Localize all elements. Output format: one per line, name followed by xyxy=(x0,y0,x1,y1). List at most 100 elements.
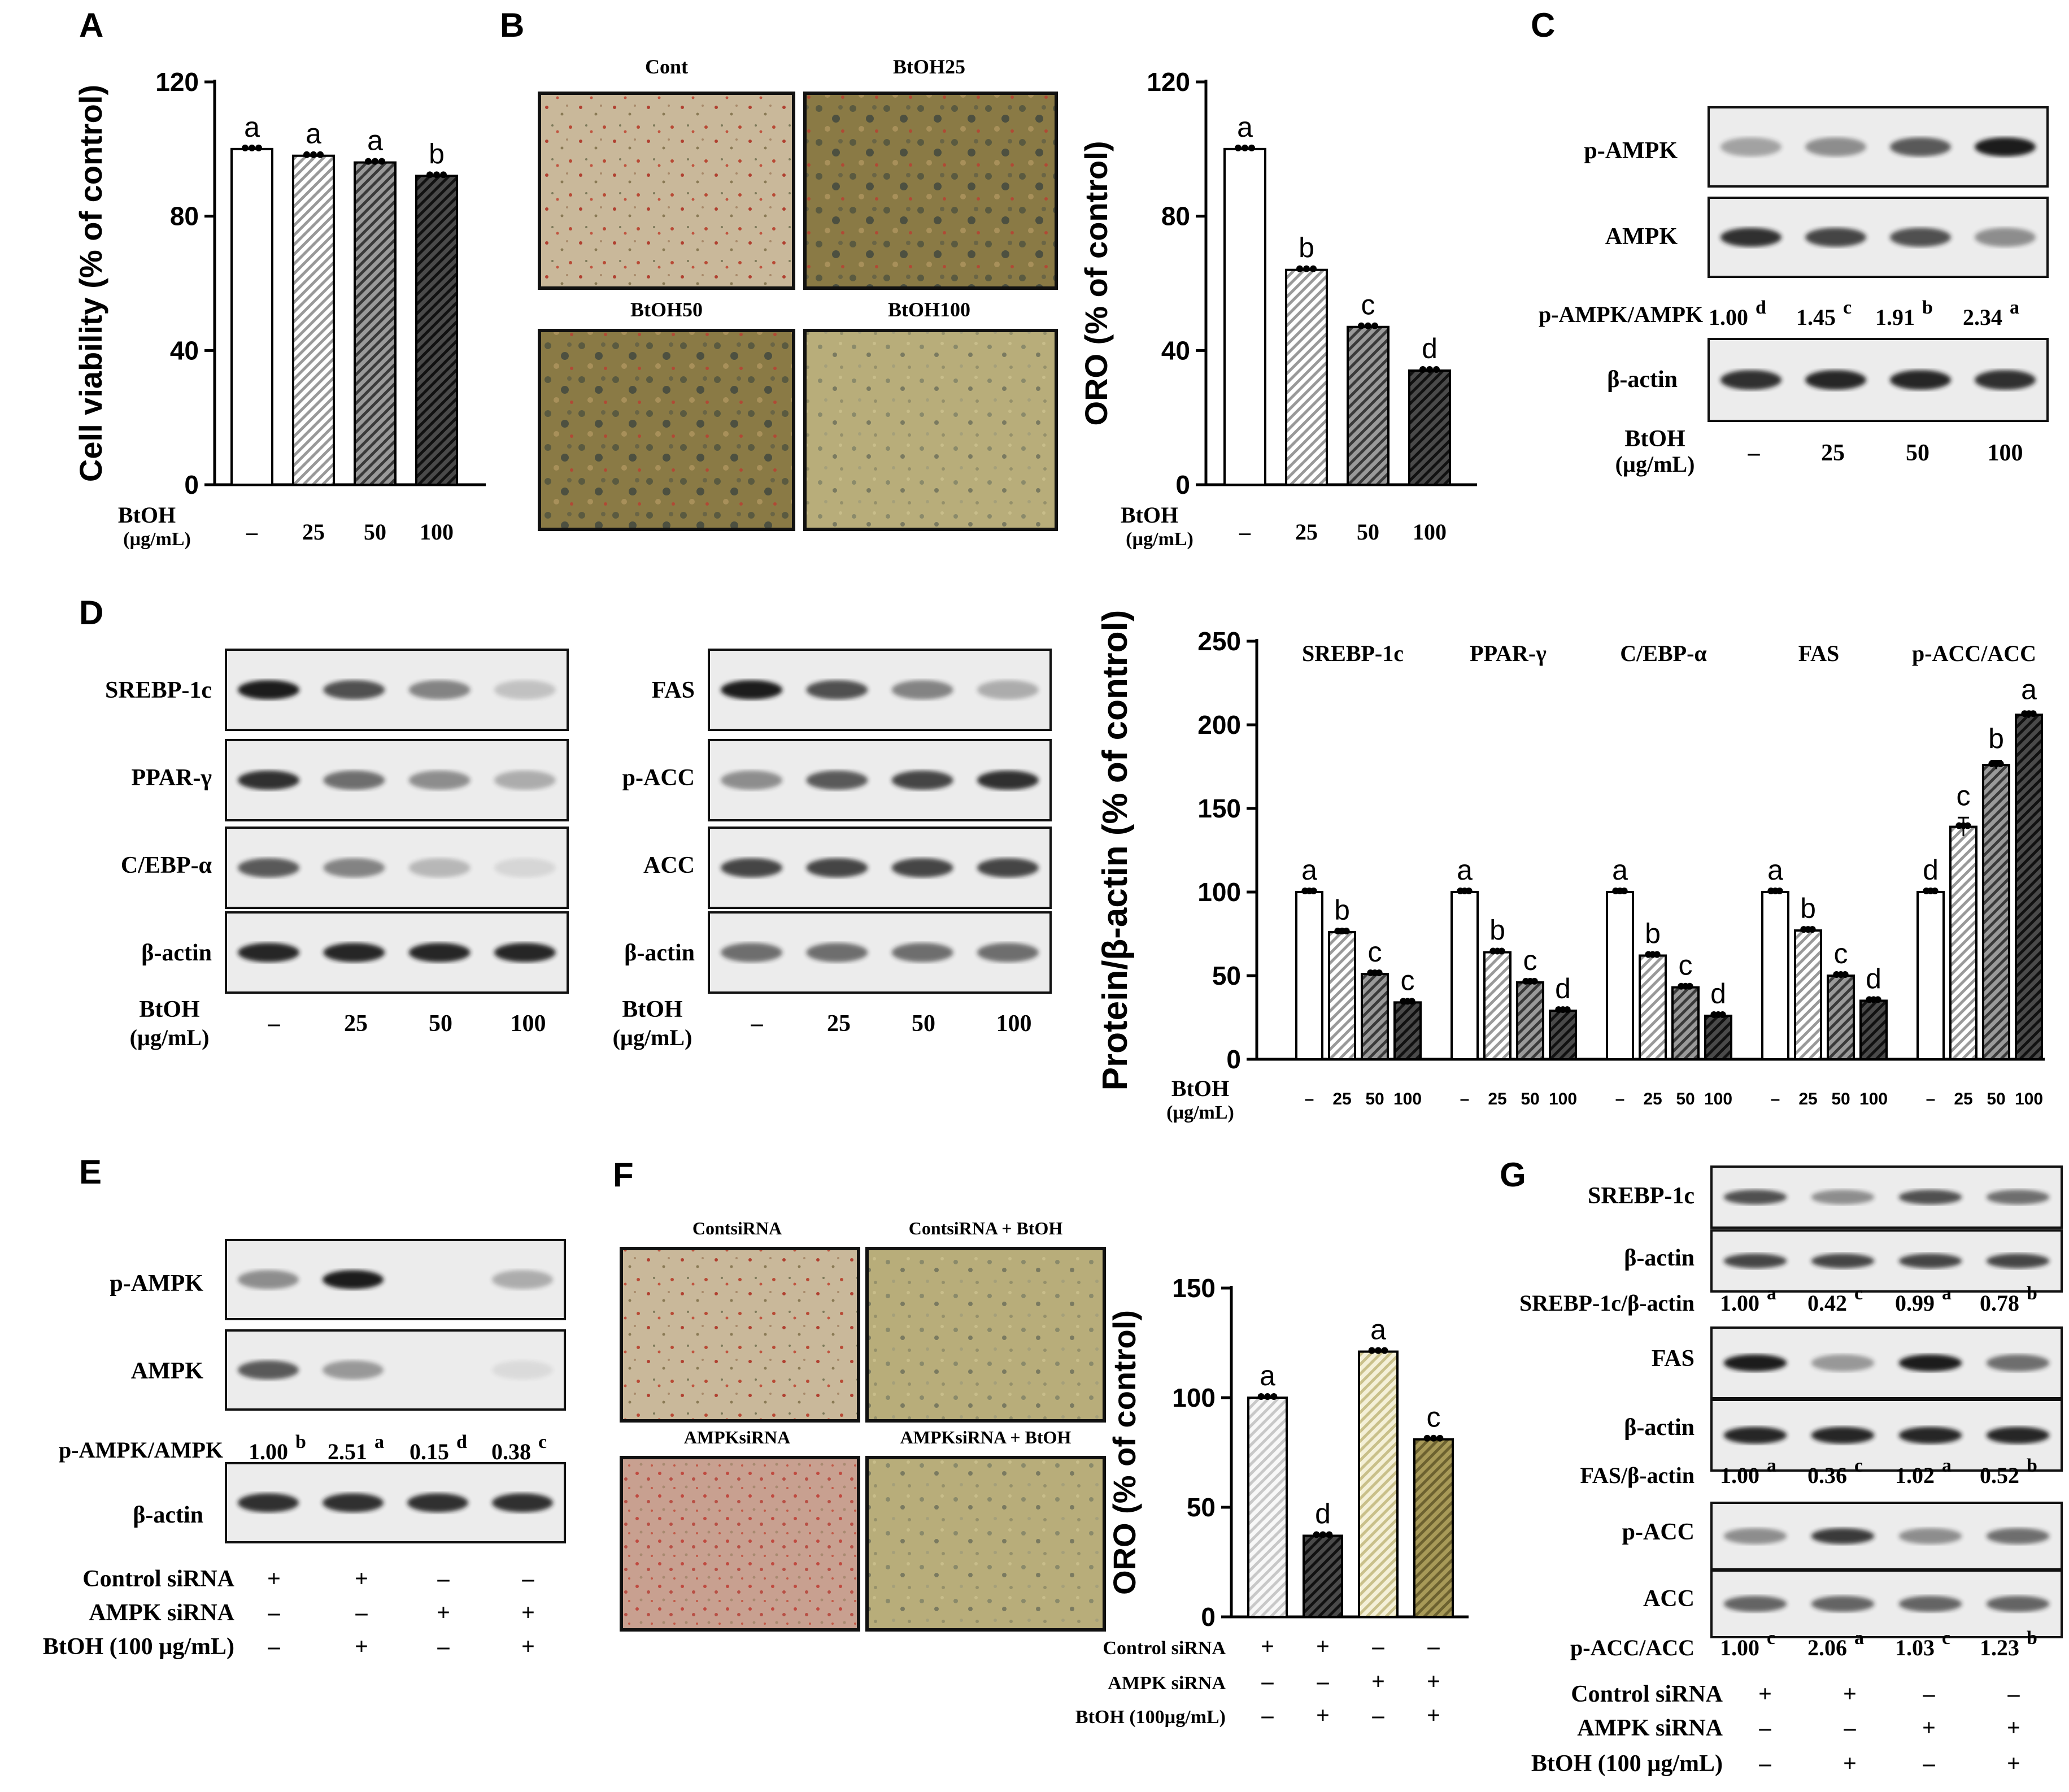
micrograph-image xyxy=(620,1247,860,1423)
series-label: SREBP-1c xyxy=(1302,641,1404,666)
data-point xyxy=(426,171,433,179)
condition-sign: + xyxy=(1371,1669,1385,1695)
x-tick-label: 25 xyxy=(302,519,325,545)
blot-band xyxy=(323,1493,384,1512)
blot-band xyxy=(1890,137,1951,156)
ratio-value: 0.42 xyxy=(1807,1290,1847,1316)
blot-band xyxy=(806,858,868,878)
blot-band xyxy=(1890,370,1951,390)
significance-letter: b xyxy=(429,138,445,169)
micrograph-label: Cont xyxy=(645,55,688,78)
y-axis-title: ORO (% of control) xyxy=(1078,141,1114,426)
data-point xyxy=(1264,1393,1271,1400)
data-point xyxy=(1408,998,1415,1005)
condition-label: Control siRNA xyxy=(82,1566,234,1592)
blot-band xyxy=(1890,228,1951,247)
condition-sign: + xyxy=(267,1566,281,1592)
data-point xyxy=(1997,760,2004,768)
significance-letter: d xyxy=(1422,333,1438,364)
data-point xyxy=(378,158,385,165)
bar xyxy=(1413,1438,1454,1618)
data-point xyxy=(1436,1434,1444,1442)
condition-label: BtOH (100 µg/mL) xyxy=(1531,1751,1723,1777)
x-axis-unit: (µg/mL) xyxy=(1166,1102,1234,1123)
x-axis-unit: (µg/mL) xyxy=(613,1025,692,1050)
condition-sign: – xyxy=(1372,1703,1385,1729)
bar xyxy=(1347,325,1390,486)
data-point xyxy=(1423,1434,1431,1442)
condition-sign: – xyxy=(1372,1634,1385,1660)
data-point xyxy=(1343,928,1350,935)
chart-F: 0 50 100 150 ORO (% of control) a d a c xyxy=(1107,1273,1469,1632)
significance-letter: a xyxy=(1260,1360,1275,1391)
panel-label-B: B xyxy=(500,6,524,44)
blot-band xyxy=(891,858,953,878)
y-tick-label: 150 xyxy=(1197,794,1241,823)
blot-beta-actin xyxy=(1708,338,2049,422)
condition-sign: + xyxy=(1758,1681,1772,1707)
data-point xyxy=(1419,366,1426,373)
data-point xyxy=(1303,265,1310,272)
x-axis-title: BtOH xyxy=(1121,502,1178,528)
blot-band xyxy=(1720,137,1781,156)
dose-label: – xyxy=(268,1011,281,1037)
x-tick-label: 100 xyxy=(1704,1090,1732,1108)
condition-sign: – xyxy=(1261,1703,1274,1729)
blot-row-label: FAS xyxy=(1652,1346,1695,1372)
data-point xyxy=(1653,951,1661,958)
blot-band xyxy=(238,770,300,790)
data-point xyxy=(1310,265,1317,272)
bar xyxy=(1295,891,1323,1060)
micrograph-label: BtOH25 xyxy=(893,55,965,78)
significance-letter: a xyxy=(367,125,383,156)
significance-letter: a xyxy=(2021,673,2037,705)
dose-label: 25 xyxy=(344,1011,368,1037)
significance-letter: a xyxy=(1301,854,1317,886)
micrograph-label: ContsiRNA + BtOH xyxy=(909,1218,1063,1238)
ratio-superscript: c xyxy=(1843,297,1852,318)
blot-band xyxy=(238,1360,299,1380)
blot-beta-actin xyxy=(225,1462,566,1543)
bar xyxy=(1606,891,1634,1060)
data-point xyxy=(433,171,440,179)
x-tick-label: 25 xyxy=(1643,1090,1662,1108)
blot-band xyxy=(1811,1595,1875,1612)
ratio-value: 1.02 xyxy=(1895,1463,1935,1488)
x-tick-label: – xyxy=(1305,1090,1314,1108)
bar xyxy=(1358,1350,1399,1619)
significance-letter: a xyxy=(1237,111,1253,143)
blot-band xyxy=(1805,370,1866,390)
chart-D: 0 50 100 150 200 250 Protein/β-actin (% of con… xyxy=(1096,610,2045,1108)
x-tick-label: 100 xyxy=(1859,1090,1888,1108)
dose-label: 25 xyxy=(1821,440,1845,466)
y-tick-label: 120 xyxy=(155,67,199,97)
condition-sign: + xyxy=(1316,1703,1330,1729)
blot-beta-actin xyxy=(1710,1399,2063,1472)
ratio-value: 0.52 xyxy=(1980,1463,2019,1488)
blot-band xyxy=(238,1270,299,1289)
bar xyxy=(1704,1015,1732,1061)
bar xyxy=(1393,1001,1422,1060)
y-tick-label: 100 xyxy=(1197,877,1241,907)
significance-letter: b xyxy=(1299,232,1314,264)
condition-label: AMPK siRNA xyxy=(1577,1715,1723,1741)
dose-label: – xyxy=(751,1011,764,1037)
x-tick-label: 100 xyxy=(420,519,454,545)
blot-band xyxy=(494,858,556,878)
condition-label: AMPK siRNA xyxy=(89,1600,234,1626)
blot-row-label: ACC xyxy=(1643,1586,1695,1612)
blot-band xyxy=(1805,137,1866,156)
y-tick-label: 40 xyxy=(170,336,199,365)
data-point xyxy=(1531,977,1538,985)
blot-FAS xyxy=(1710,1326,2063,1399)
blot-band xyxy=(891,680,953,700)
x-tick-label: 50 xyxy=(1357,519,1379,545)
blot-band xyxy=(1975,370,2036,390)
data-point xyxy=(1368,1347,1375,1354)
ratio-value: 1.00 xyxy=(1709,305,1748,330)
condition-sign: + xyxy=(1843,1681,1857,1707)
blot-band xyxy=(1805,228,1866,247)
series-label: FAS xyxy=(1798,641,1840,666)
y-tick-label: 100 xyxy=(1172,1383,1216,1412)
